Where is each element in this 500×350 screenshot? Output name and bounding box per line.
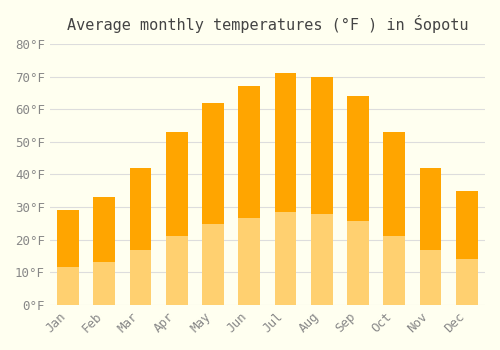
Bar (311, 77, 332, 305)
Bar (456, 191, 477, 305)
Bar (94, 197, 115, 305)
Bar (456, 259, 477, 305)
Bar (384, 132, 405, 305)
Bar (420, 250, 442, 305)
Bar (130, 168, 152, 305)
Bar (420, 168, 442, 305)
Bar (166, 132, 188, 305)
Bar (274, 73, 296, 305)
Bar (94, 262, 115, 305)
Title: Average monthly temperatures (°F ) in Śopotu: Average monthly temperatures (°F ) in Śo… (66, 15, 468, 33)
Bar (202, 224, 224, 305)
Bar (238, 86, 260, 305)
Bar (347, 222, 369, 305)
Bar (347, 96, 369, 305)
Bar (166, 236, 188, 305)
Bar (57, 267, 79, 305)
Bar (238, 218, 260, 305)
Bar (57, 210, 79, 305)
Bar (311, 214, 332, 305)
Bar (130, 250, 152, 305)
Bar (384, 236, 405, 305)
Bar (202, 103, 224, 305)
Bar (274, 212, 296, 305)
